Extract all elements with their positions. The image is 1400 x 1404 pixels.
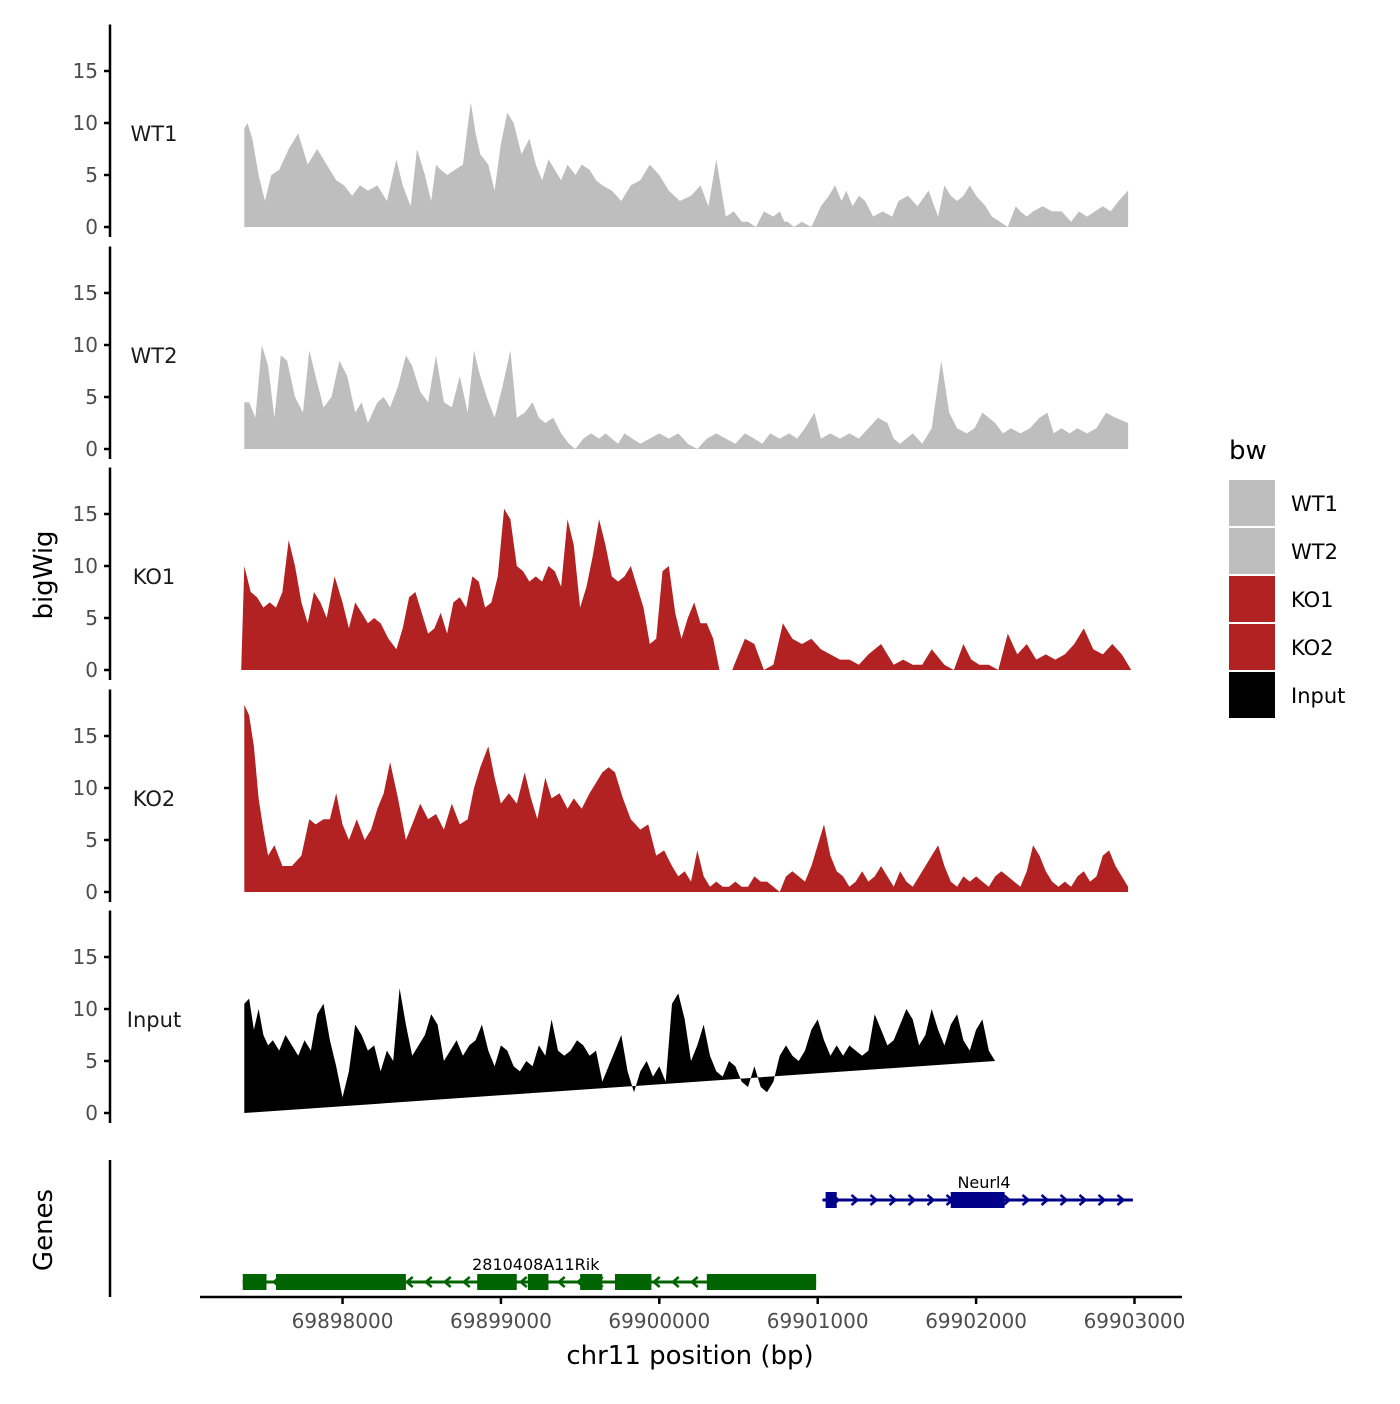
track-label-wt2: WT2 [131, 344, 178, 368]
track-ko2: 0 5 10 15 KO2 [73, 689, 1129, 904]
y-tick-label: 15 [73, 502, 98, 526]
coverage-area-input [244, 988, 996, 1113]
coverage-area-wt1 [244, 102, 1129, 227]
gene-exon [706, 1274, 817, 1290]
coverage-area-ko1 [241, 508, 1132, 670]
strand-arrow [1059, 1194, 1069, 1206]
x-tick-label: 69899000 [450, 1309, 552, 1333]
x-tick-label: 69901000 [767, 1309, 869, 1333]
track-label-wt1: WT1 [131, 122, 178, 146]
y-tick-label: 15 [73, 281, 98, 305]
strand-arrow [888, 1194, 898, 1206]
gene-neurl4: Neurl4 [822, 1173, 1133, 1208]
x-tick-label: 69902000 [925, 1309, 1027, 1333]
strand-arrow [689, 1276, 699, 1288]
strand-arrow [1021, 1194, 1031, 1206]
strand-arrow [651, 1276, 661, 1288]
strand-arrow [926, 1194, 936, 1206]
y-tick-label: 10 [73, 333, 98, 357]
y-tick-label: 10 [73, 997, 98, 1021]
y-tick-label: 0 [85, 658, 98, 682]
gene-label: 2810408A11Rik [472, 1255, 600, 1274]
gene-exon [614, 1274, 652, 1290]
strand-arrow [869, 1194, 879, 1206]
legend-label-wt1: WT1 [1291, 492, 1338, 516]
strand-arrow [556, 1276, 566, 1288]
x-tick-label: 69900000 [608, 1309, 710, 1333]
x-axis-title: chr11 position (bp) [566, 1341, 813, 1371]
strand-arrow [1116, 1194, 1126, 1206]
y-axis-title: bigWig [29, 530, 59, 619]
legend-label-wt2: WT2 [1291, 540, 1338, 564]
strand-arrow [670, 1276, 680, 1288]
track-input: 0 5 10 15 Input [73, 910, 996, 1125]
genes-axis-title: Genes [29, 1189, 59, 1271]
gene-label: Neurl4 [957, 1173, 1010, 1192]
y-tick-label: 15 [73, 724, 98, 748]
y-tick-label: 0 [85, 437, 98, 461]
gene-exon [825, 1192, 837, 1208]
strand-arrow [1097, 1194, 1107, 1206]
y-tick-label: 0 [85, 880, 98, 904]
legend-swatch-ko2 [1229, 624, 1275, 670]
y-tick-label: 5 [85, 606, 98, 630]
x-tick-label: 69898000 [292, 1309, 394, 1333]
y-tick-label: 5 [85, 385, 98, 409]
legend-swatch-wt2 [1229, 528, 1275, 574]
gene-exon [950, 1192, 1005, 1208]
legend-title: bw [1229, 436, 1267, 466]
coverage-area-ko2 [244, 704, 1129, 892]
gene-exon [477, 1274, 517, 1290]
gene-2810408a11rik: 2810408A11Rik [242, 1255, 817, 1290]
y-tick-label: 10 [73, 554, 98, 578]
y-tick-label: 5 [85, 828, 98, 852]
strand-arrow [461, 1276, 471, 1288]
strand-arrow [1040, 1194, 1050, 1206]
track-wt1: 0 5 10 15 WT1 [73, 24, 1129, 239]
x-axis: 69898000 69899000 69900000 69901000 69902000… [200, 1295, 1186, 1333]
track-wt2: 0 5 10 15 WT2 [73, 246, 1129, 461]
y-tick-label: 10 [73, 776, 98, 800]
gene-exon [580, 1274, 603, 1290]
y-tick-label: 0 [85, 1101, 98, 1125]
track-label-ko1: KO1 [133, 565, 176, 589]
track-ko1: 0 5 10 15 KO1 [73, 467, 1132, 682]
genes-layer: Neurl4 2810408A11Rik [108, 1160, 1133, 1297]
strand-arrow [850, 1194, 860, 1206]
legend-label-ko1: KO1 [1291, 588, 1334, 612]
gene-exon [242, 1274, 267, 1290]
y-tick-label: 5 [85, 1049, 98, 1073]
x-tick-label: 69903000 [1084, 1309, 1186, 1333]
strand-arrow [1078, 1194, 1088, 1206]
coverage-area-wt2 [244, 345, 1129, 449]
legend-swatch-ko1 [1229, 576, 1275, 622]
legend-label-ko2: KO2 [1291, 636, 1334, 660]
legend-swatch-wt1 [1229, 480, 1275, 526]
gene-exon [527, 1274, 549, 1290]
strand-arrow [423, 1276, 433, 1288]
y-tick-label: 10 [73, 111, 98, 135]
legend: bw WT1 WT2 KO1 KO2 Input [1229, 436, 1345, 718]
legend-swatch-input [1229, 672, 1275, 718]
strand-arrow [1002, 1194, 1012, 1206]
gene-exon [276, 1274, 406, 1290]
tracks-layer: 0 5 10 15 WT1 0 5 10 15 WT2 0 5 10 15 KO1 0 5 10 15 KO2 0 5 10… [73, 24, 1132, 1125]
y-tick-label: 15 [73, 59, 98, 83]
strand-arrow [404, 1276, 414, 1288]
y-tick-label: 15 [73, 945, 98, 969]
strand-arrow [442, 1276, 452, 1288]
y-tick-label: 0 [85, 215, 98, 239]
strand-arrow [518, 1276, 528, 1288]
strand-arrow [907, 1194, 917, 1206]
track-label-ko2: KO2 [133, 787, 176, 811]
y-tick-label: 5 [85, 163, 98, 187]
track-label-input: Input [127, 1008, 181, 1032]
legend-label-input: Input [1291, 684, 1345, 708]
